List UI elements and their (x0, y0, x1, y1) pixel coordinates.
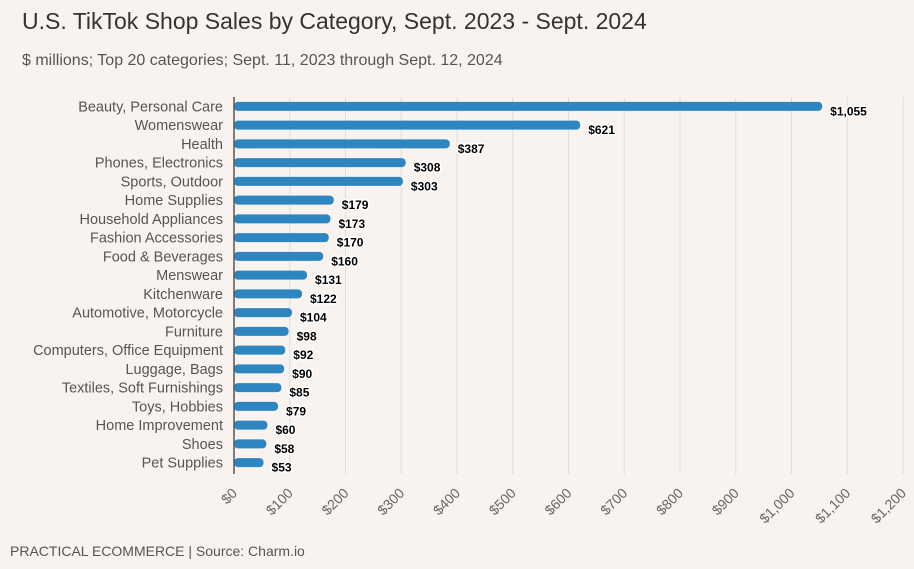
bar (234, 308, 292, 318)
bar (234, 139, 450, 149)
category-label: Luggage, Bags (125, 362, 223, 378)
category-label: Household Appliances (80, 212, 224, 228)
value-label: $1,055 (830, 104, 867, 118)
value-label: $173 (338, 217, 365, 231)
value-labels: $1,055 $621 $387 $308 $303 $179 $173 $170 $160 $1… (270, 103, 869, 476)
category-label: Home Improvement (96, 418, 223, 434)
value-label: $104 (300, 311, 327, 325)
category-label: Furniture (165, 324, 223, 340)
bar (234, 120, 581, 130)
x-tick-label: $0 (218, 485, 240, 507)
x-tick-label: $900 (709, 485, 742, 518)
bar (234, 289, 303, 299)
category-labels: Beauty, Personal Care Womenswear Health Pho… (33, 99, 223, 471)
chart-subtitle: $ millions; Top 20 categories; Sept. 11,… (22, 52, 503, 69)
value-label: $131 (315, 273, 342, 287)
category-label: Computers, Office Equipment (33, 343, 223, 359)
bars (234, 101, 823, 468)
x-tick-label: $500 (486, 485, 519, 518)
category-label: Kitchenware (143, 287, 223, 303)
chart-title: U.S. TikTok Shop Sales by Category, Sept… (22, 8, 647, 34)
value-label: $90 (292, 367, 312, 381)
bar (234, 195, 334, 205)
value-label: $160 (331, 254, 358, 268)
x-tick-label: $200 (318, 485, 351, 518)
category-label: Textiles, Soft Furnishings (62, 381, 223, 397)
category-label: Home Supplies (125, 193, 223, 209)
value-label: $621 (588, 123, 615, 137)
category-label: Beauty, Personal Care (78, 99, 223, 115)
x-tick-label: $1,000 (756, 485, 798, 527)
source-footer: PRACTICAL ECOMMERCE | Source: Charm.io (10, 543, 305, 559)
value-label: $387 (458, 142, 485, 156)
value-label: $58 (274, 442, 294, 456)
bar (234, 439, 267, 449)
x-tick-label: $300 (374, 485, 407, 518)
bar (234, 158, 406, 168)
bar (234, 401, 279, 411)
value-label: $170 (337, 236, 364, 250)
x-tick-label: $1,100 (812, 485, 854, 527)
value-label: $53 (272, 461, 292, 475)
category-label: Sports, Outdoor (121, 174, 224, 190)
bar (234, 364, 285, 374)
value-label: $85 (289, 386, 309, 400)
category-label: Health (181, 137, 223, 153)
bar (234, 101, 823, 111)
category-label: Shoes (182, 437, 223, 453)
category-label: Fashion Accessories (90, 231, 223, 247)
x-tick-label: $400 (430, 485, 463, 518)
bar (234, 383, 282, 393)
value-label: $92 (293, 348, 313, 362)
category-label: Pet Supplies (142, 456, 223, 472)
value-label: $60 (275, 423, 295, 437)
category-label: Phones, Electronics (95, 156, 223, 172)
x-tick-label: $600 (541, 485, 574, 518)
x-tick-labels: $0 $100 $200 $300 $400 $500 $600 $700 $800 $900 $1… (218, 485, 909, 527)
category-label: Toys, Hobbies (132, 399, 223, 415)
category-label: Automotive, Motorcycle (72, 306, 223, 322)
category-label: Womenswear (135, 118, 224, 134)
x-tick-label: $100 (263, 485, 296, 518)
x-tick-label: $700 (597, 485, 630, 518)
value-label: $179 (342, 198, 369, 212)
bar (234, 420, 268, 430)
x-tick-label: $800 (653, 485, 686, 518)
gridlines (289, 97, 904, 474)
bar (234, 345, 286, 355)
bar (234, 214, 331, 224)
value-label: $308 (414, 161, 441, 175)
value-label: $303 (411, 179, 438, 193)
category-label: Food & Beverages (103, 249, 223, 265)
value-label: $79 (286, 404, 306, 418)
value-label: $122 (310, 292, 337, 306)
bar (234, 233, 329, 243)
bar (234, 176, 403, 186)
category-label: Menswear (156, 268, 223, 284)
bar (234, 458, 264, 468)
bar (234, 270, 308, 280)
x-tick-label: $1,200 (868, 485, 910, 527)
bar (234, 251, 324, 261)
bar (234, 326, 289, 336)
value-label: $98 (297, 329, 317, 343)
